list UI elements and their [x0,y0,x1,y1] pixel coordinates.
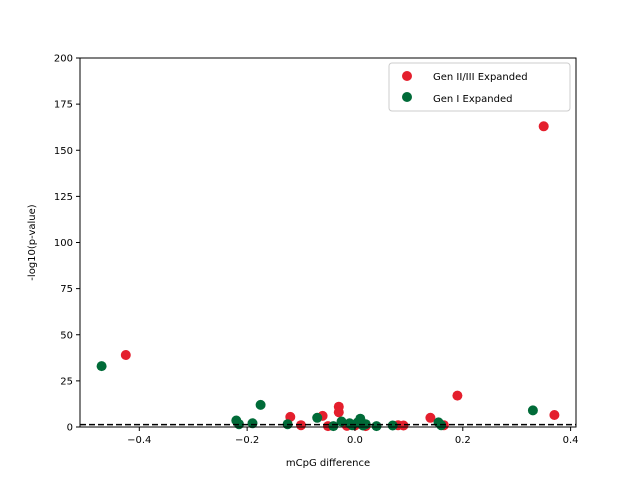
data-point-series-0-3 [549,410,560,420]
data-point-series-1-19 [358,420,368,431]
data-point-series-1-13 [328,421,339,432]
data-point-series-0-8 [333,407,344,418]
legend-label-gen-i: Gen I Expanded [433,94,512,105]
x-axis-ticks: −0.4 −0.2 0.0 0.2 0.4 [127,427,579,446]
legend: Gen II/III Expanded Gen I Expanded [388,62,571,112]
x-axis-label: mCpG difference [286,458,370,469]
y-axis-label: -log10(p-value) [27,204,38,280]
data-point-series-1-7 [312,412,323,423]
data-point-series-0-2 [452,390,463,401]
y-tick-label: 150 [54,146,73,157]
legend-box [388,62,571,112]
data-point-series-1-0 [96,361,107,372]
y-axis-ticks: 0 25 50 75 100 125 150 175 200 [54,54,80,434]
data-point-series-1-15 [387,420,398,431]
plot-frame [79,57,577,428]
legend-label-gen-ii-iii: Gen II/III Expanded [433,72,528,83]
data-point-series-1-1 [527,405,538,416]
data-point-series-0-12 [398,420,409,431]
y-tick-label: 75 [60,284,73,295]
x-tick-label: 0.2 [455,435,471,446]
x-tick-label: −0.4 [127,435,151,446]
data-point-series-0-4 [425,412,436,423]
y-tick-label: 25 [60,376,73,387]
x-tick-label: 0.0 [347,435,363,446]
legend-marker-gen-i [402,92,412,102]
data-point-series-0-0 [120,350,131,360]
data-point-series-1-2 [255,399,266,410]
x-tick-label: −0.2 [235,435,259,446]
legend-marker-gen-ii-iii [402,71,412,81]
y-tick-label: 50 [60,330,73,341]
y-tick-label: 125 [54,192,73,203]
data-point-series-1-5 [247,418,258,429]
y-tick-label: 200 [54,54,73,65]
y-tick-label: 100 [54,238,73,249]
x-tick-label: 0.4 [563,435,579,446]
y-tick-label: 0 [67,423,73,434]
points-layer [96,121,560,432]
data-point-series-1-14 [371,421,382,432]
data-point-series-0-1 [538,121,549,132]
y-tick-label: 175 [54,100,73,111]
